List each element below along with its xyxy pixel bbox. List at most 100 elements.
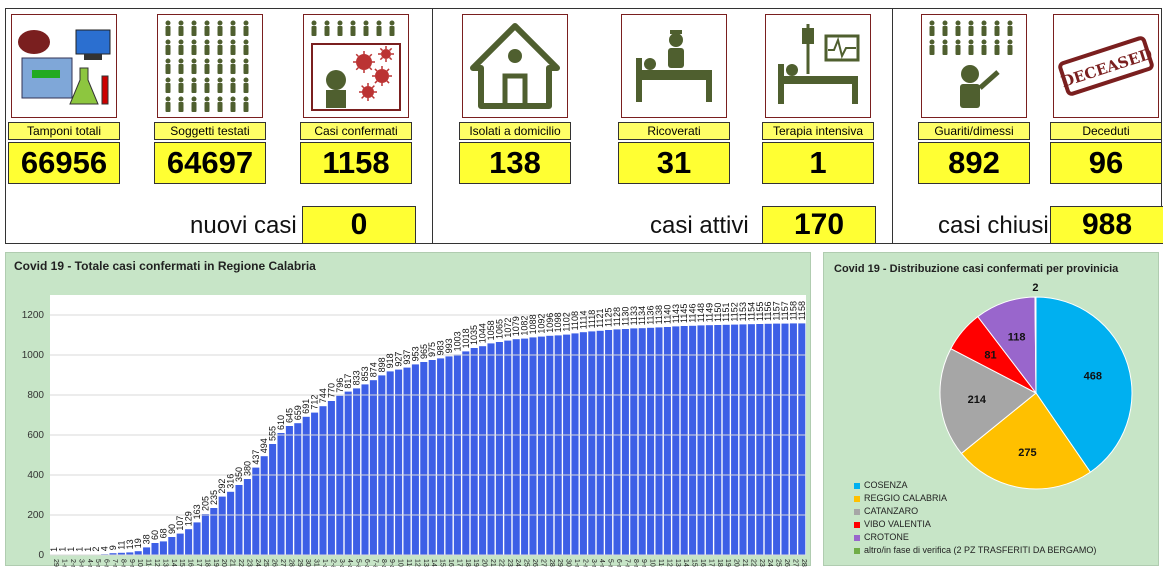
legend-item: REGGIO CALABRIA bbox=[854, 492, 1096, 505]
x-tick-label: 29-apr bbox=[556, 559, 563, 567]
x-tick-label: 28-apr bbox=[548, 559, 555, 567]
data-label: 918 bbox=[385, 353, 395, 368]
bar bbox=[227, 491, 235, 555]
x-tick-label: 4-mar bbox=[86, 559, 93, 567]
legend-item: VIBO VALENTIA bbox=[854, 518, 1096, 531]
legend-item: CROTONE bbox=[854, 531, 1096, 544]
bar bbox=[605, 330, 613, 555]
bar bbox=[453, 354, 461, 555]
x-tick-label: 27-mar bbox=[279, 559, 286, 567]
x-tick-label: 14-mar bbox=[170, 559, 177, 567]
x-tick-label: 31-mar bbox=[313, 559, 320, 567]
x-tick-label: 5-apr bbox=[355, 559, 362, 567]
x-tick-label: 11-mar bbox=[145, 559, 152, 567]
tile-ricoverati: Ricoverati 31 bbox=[618, 14, 730, 184]
x-tick-label: 19-mag bbox=[724, 559, 731, 567]
bar bbox=[126, 552, 134, 555]
data-label: 68 bbox=[158, 528, 168, 538]
tile-value: 892 bbox=[918, 142, 1030, 184]
y-tick-label: 800 bbox=[27, 390, 44, 401]
data-label: 1157 bbox=[780, 301, 790, 320]
bar-chart-title: Covid 19 - Totale casi confermati in Reg… bbox=[14, 259, 316, 273]
data-label: 770 bbox=[326, 383, 336, 398]
legend-label: COSENZA bbox=[864, 480, 908, 490]
legend-item: altro/in fase di verifica (2 PZ TRASFERI… bbox=[854, 544, 1096, 557]
legend-swatch bbox=[854, 482, 860, 489]
data-label: 1146 bbox=[688, 303, 698, 322]
x-tick-label: 19-apr bbox=[472, 559, 479, 567]
x-tick-label: 9-apr bbox=[388, 559, 395, 567]
people-icon bbox=[157, 14, 263, 118]
bar bbox=[487, 343, 495, 555]
x-tick-label: 27-mag bbox=[791, 559, 798, 567]
bar bbox=[529, 337, 537, 555]
bar bbox=[630, 328, 638, 555]
x-tick-label: 17-apr bbox=[455, 559, 462, 567]
data-label: 1121 bbox=[595, 308, 605, 327]
bar bbox=[512, 339, 520, 555]
bar bbox=[243, 479, 251, 555]
data-label: 1150 bbox=[713, 303, 723, 322]
x-tick-label: 24-mar bbox=[254, 559, 261, 567]
bar bbox=[445, 356, 453, 555]
bar bbox=[168, 537, 176, 555]
bar bbox=[109, 553, 117, 555]
x-tick-label: 13-mag bbox=[674, 559, 681, 567]
slice-label: 214 bbox=[968, 394, 987, 406]
bar bbox=[159, 541, 167, 555]
x-tick-label: 26-mar bbox=[271, 559, 278, 567]
tile-label: Terapia intensiva bbox=[762, 122, 874, 140]
data-label: 1138 bbox=[654, 305, 664, 324]
x-tick-label: 6-apr bbox=[363, 559, 370, 567]
bar bbox=[647, 327, 655, 555]
pie-slice bbox=[1034, 296, 1037, 394]
data-label: 645 bbox=[284, 408, 294, 423]
data-label: 1 bbox=[58, 547, 68, 552]
x-tick-label: 18-apr bbox=[464, 559, 471, 567]
x-tick-label: 21-apr bbox=[489, 559, 496, 567]
casi-attivi-value: 170 bbox=[762, 206, 876, 244]
data-label: 1114 bbox=[578, 311, 588, 330]
tile-isolati-domicilio: Isolati a domicilio 138 bbox=[459, 14, 571, 184]
x-tick-label: 27-apr bbox=[539, 559, 546, 567]
bar bbox=[386, 371, 394, 555]
bar bbox=[521, 338, 529, 555]
tile-label: Casi confermati bbox=[300, 122, 412, 140]
bar bbox=[680, 326, 688, 555]
data-label: 1134 bbox=[637, 306, 647, 325]
nuovi-casi-value: 0 bbox=[302, 206, 416, 244]
tile-label: Ricoverati bbox=[618, 122, 730, 140]
bar bbox=[344, 391, 352, 555]
tile-terapia-intensiva: Terapia intensiva 1 bbox=[762, 14, 874, 184]
bar bbox=[546, 335, 554, 555]
x-tick-label: 14-apr bbox=[430, 559, 437, 567]
bar bbox=[403, 367, 411, 555]
x-tick-label: 15-mar bbox=[178, 559, 185, 567]
slice-label: 468 bbox=[1084, 370, 1102, 382]
data-label: 1003 bbox=[452, 331, 462, 351]
x-tick-label: 21-mar bbox=[229, 559, 236, 567]
x-tick-label: 26-apr bbox=[531, 559, 538, 567]
x-tick-label: 4-apr bbox=[346, 559, 353, 567]
tile-label: Isolati a domicilio bbox=[459, 122, 571, 140]
data-label: 744 bbox=[318, 388, 328, 403]
x-tick-label: 22-mar bbox=[237, 559, 244, 567]
data-label: 1140 bbox=[662, 305, 672, 324]
data-label: 937 bbox=[402, 350, 412, 365]
x-tick-label: 25-mag bbox=[775, 559, 782, 567]
virus-cluster bbox=[311, 43, 401, 111]
data-label: 1136 bbox=[646, 305, 656, 324]
x-tick-label: 5-mar bbox=[94, 559, 101, 567]
house-icon bbox=[462, 14, 568, 118]
bar bbox=[117, 552, 125, 555]
data-label: 292 bbox=[217, 479, 227, 494]
recovered-icon bbox=[921, 14, 1027, 118]
x-tick-label: 13-mar bbox=[161, 559, 168, 567]
x-tick-label: 30-mar bbox=[304, 559, 311, 567]
x-tick-label: 28-mag bbox=[800, 559, 807, 567]
data-label: 1088 bbox=[528, 314, 538, 334]
data-label: 975 bbox=[427, 342, 437, 357]
bar bbox=[285, 426, 293, 555]
data-label: 2 bbox=[91, 547, 101, 552]
